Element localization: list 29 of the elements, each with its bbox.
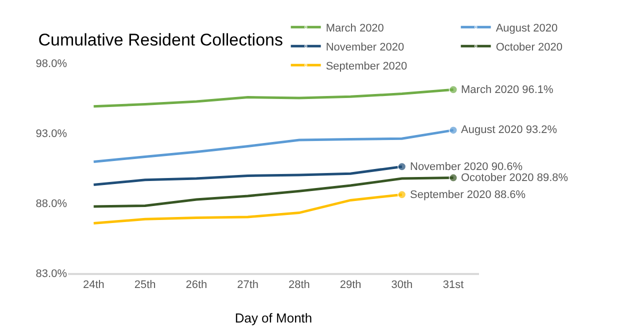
x-tick-label: 30th (391, 278, 413, 291)
point (448, 85, 458, 94)
point (448, 126, 458, 135)
x-tick-label: 27th (237, 278, 259, 291)
point (397, 190, 406, 200)
annotation: August 2020 93.2% (461, 124, 558, 136)
legend-label: November 2020 (326, 41, 404, 54)
x-tick-label: 25th (134, 278, 156, 291)
y-tick-label: 88.0% (36, 198, 68, 210)
point (397, 162, 406, 172)
x-tick-label: 26th (186, 278, 208, 291)
x-tick-label: 24th (82, 278, 104, 291)
point (448, 173, 458, 182)
legend-label: September 2020 (326, 60, 408, 72)
y-tick-label: 98.0% (36, 58, 68, 70)
x-tick-label: 28th (288, 278, 310, 291)
annotation: March 2020 96.1% (461, 84, 554, 96)
chart-title: Cumulative Resident Collections (38, 30, 284, 50)
y-tick-label: 83.0% (36, 268, 68, 280)
legend-label: August 2020 (496, 22, 558, 34)
x-tick-label: 29th (340, 278, 362, 291)
legend-label: March 2020 (326, 22, 384, 34)
y-tick-label: 93.0% (36, 128, 68, 140)
legend-label: October 2020 (496, 41, 562, 54)
annotation: September 2020 88.6% (410, 189, 526, 201)
annotation: November 2020 90.6% (410, 161, 523, 173)
x-tick-label: 31st (442, 278, 464, 291)
annotation: Ocotober 2020 89.8% (461, 172, 568, 184)
x-axis-title: Day of Month (234, 310, 312, 326)
